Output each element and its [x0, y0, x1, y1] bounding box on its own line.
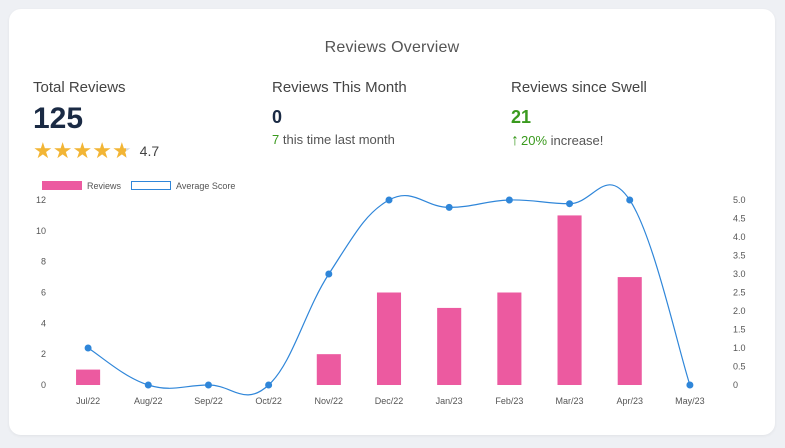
reviews-since-swell-stat: Reviews since Swell 21 ↑ 20% increase!: [511, 79, 647, 150]
card-title: Reviews Overview: [324, 39, 460, 56]
star-icon: ★: [92, 138, 112, 163]
reviews-overview-card: Reviews Overview Total Reviews 125 ★ ★ ★…: [9, 9, 775, 435]
last-month-text: this time last month: [279, 132, 395, 147]
rating-stars: ★ ★ ★ ★ ★ 4.7: [33, 140, 159, 162]
reviews-since-swell-label: Reviews since Swell: [511, 79, 647, 96]
star-icon: ★: [72, 138, 93, 163]
increase-text: increase!: [547, 133, 604, 148]
increase-comparison: ↑ 20% increase!: [511, 132, 647, 150]
arrow-up-icon: ↑: [511, 132, 519, 149]
star-icon: ★: [33, 138, 53, 163]
reviews-this-month-stat: Reviews This Month 0 7 this time last mo…: [272, 79, 407, 147]
reviews-this-month-label: Reviews This Month: [272, 79, 407, 96]
last-month-count: 7: [272, 132, 280, 147]
total-reviews-label: Total Reviews: [33, 79, 126, 96]
rating-value: 4.7: [139, 143, 160, 159]
total-reviews-stat: Total Reviews 125 ★ ★ ★ ★ ★ 4.7: [33, 79, 159, 162]
total-reviews-value: 125: [33, 102, 84, 135]
reviews-this-month-value: 0: [272, 107, 283, 127]
star-icon: ★: [111, 138, 132, 163]
increase-percent: 20%: [521, 133, 548, 148]
reviews-since-swell-value: 21: [511, 107, 532, 127]
last-month-comparison: 7 this time last month: [272, 132, 407, 147]
star-icon: ★: [52, 138, 73, 163]
